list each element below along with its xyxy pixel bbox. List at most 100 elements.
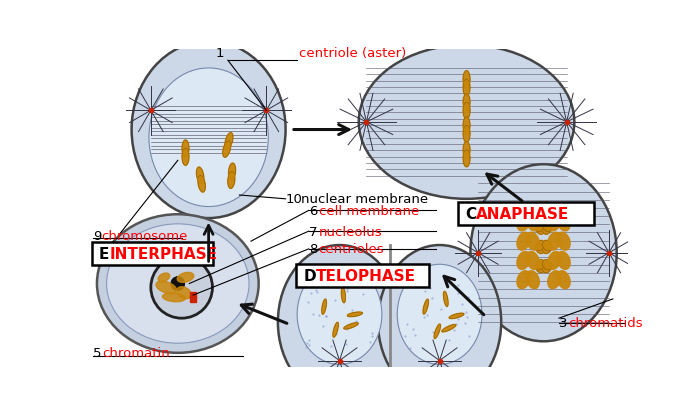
Ellipse shape <box>149 69 268 207</box>
Polygon shape <box>198 176 205 192</box>
Text: 8: 8 <box>309 243 317 256</box>
Polygon shape <box>536 225 545 235</box>
FancyBboxPatch shape <box>92 242 214 266</box>
FancyBboxPatch shape <box>296 264 429 287</box>
Polygon shape <box>449 313 464 319</box>
Text: nuclear membrane: nuclear membrane <box>301 193 428 206</box>
Ellipse shape <box>470 165 617 342</box>
Polygon shape <box>322 299 326 314</box>
Polygon shape <box>442 325 456 332</box>
Ellipse shape <box>151 257 213 318</box>
Text: C: C <box>465 206 476 221</box>
Polygon shape <box>526 214 540 231</box>
Ellipse shape <box>398 265 482 365</box>
Polygon shape <box>225 133 233 150</box>
Polygon shape <box>542 205 552 216</box>
Ellipse shape <box>358 46 574 199</box>
Text: chromatin: chromatin <box>102 347 170 359</box>
Text: 6: 6 <box>309 204 317 217</box>
Polygon shape <box>463 142 470 159</box>
Polygon shape <box>465 128 468 132</box>
Polygon shape <box>547 271 561 289</box>
Polygon shape <box>228 172 235 189</box>
FancyBboxPatch shape <box>458 202 594 225</box>
Polygon shape <box>542 241 552 251</box>
Ellipse shape <box>106 224 249 343</box>
Polygon shape <box>226 143 230 148</box>
Polygon shape <box>344 323 358 329</box>
Polygon shape <box>162 293 186 302</box>
Text: 9: 9 <box>93 229 102 242</box>
Polygon shape <box>465 105 468 109</box>
Polygon shape <box>526 233 540 251</box>
Ellipse shape <box>132 42 286 218</box>
Polygon shape <box>517 214 530 231</box>
Polygon shape <box>526 271 540 289</box>
Polygon shape <box>536 260 545 270</box>
Polygon shape <box>542 225 552 235</box>
Ellipse shape <box>378 245 501 399</box>
Ellipse shape <box>298 265 382 365</box>
Polygon shape <box>465 153 468 157</box>
Polygon shape <box>463 126 470 143</box>
Text: D: D <box>303 268 316 283</box>
Polygon shape <box>199 178 203 182</box>
Polygon shape <box>517 252 530 270</box>
Ellipse shape <box>278 245 401 399</box>
Ellipse shape <box>97 215 259 353</box>
Text: cell membrane: cell membrane <box>318 204 419 217</box>
Ellipse shape <box>171 277 185 291</box>
Text: chromosome: chromosome <box>101 229 187 242</box>
Polygon shape <box>517 233 530 251</box>
Polygon shape <box>536 244 545 254</box>
Polygon shape <box>463 118 470 135</box>
Text: 5: 5 <box>93 347 102 359</box>
Polygon shape <box>228 164 236 180</box>
Text: E: E <box>99 247 109 261</box>
Polygon shape <box>557 233 570 251</box>
Polygon shape <box>526 252 540 270</box>
Polygon shape <box>434 324 440 339</box>
Polygon shape <box>223 141 231 158</box>
Polygon shape <box>230 174 234 178</box>
Text: chromatids: chromatids <box>568 316 643 330</box>
Polygon shape <box>463 71 470 88</box>
Polygon shape <box>547 214 561 231</box>
Polygon shape <box>536 263 545 273</box>
Polygon shape <box>542 263 552 273</box>
Polygon shape <box>333 323 338 337</box>
Polygon shape <box>547 233 561 251</box>
Text: TELOPHASE: TELOPHASE <box>316 268 416 283</box>
Polygon shape <box>158 273 170 282</box>
Polygon shape <box>423 299 428 314</box>
Polygon shape <box>517 271 530 289</box>
Polygon shape <box>347 312 363 317</box>
Polygon shape <box>183 151 188 155</box>
Text: 10: 10 <box>286 193 302 206</box>
Polygon shape <box>542 244 552 254</box>
Polygon shape <box>463 103 470 120</box>
Polygon shape <box>536 241 545 251</box>
Polygon shape <box>156 281 176 294</box>
Text: 7: 7 <box>309 225 317 238</box>
Text: 3: 3 <box>559 316 568 330</box>
Text: nucleolus: nucleolus <box>318 225 382 238</box>
Text: INTERPHASE: INTERPHASE <box>109 247 217 261</box>
Polygon shape <box>547 252 561 270</box>
Polygon shape <box>542 260 552 270</box>
Polygon shape <box>182 149 189 166</box>
Polygon shape <box>557 214 570 231</box>
Text: centriole (aster): centriole (aster) <box>299 47 406 60</box>
Polygon shape <box>463 151 470 167</box>
Polygon shape <box>542 202 552 213</box>
Polygon shape <box>557 271 570 289</box>
Polygon shape <box>177 287 191 299</box>
Polygon shape <box>463 80 470 97</box>
Polygon shape <box>536 205 545 216</box>
Polygon shape <box>463 95 470 112</box>
Polygon shape <box>557 252 570 270</box>
Polygon shape <box>443 292 448 307</box>
Text: centrioles: centrioles <box>318 243 384 256</box>
Polygon shape <box>542 222 552 232</box>
Polygon shape <box>182 140 189 157</box>
